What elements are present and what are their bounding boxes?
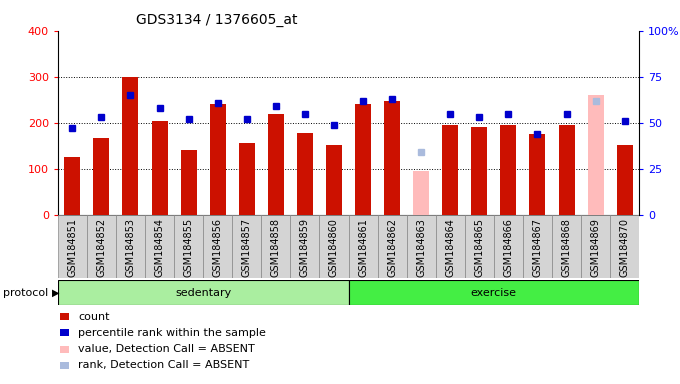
- Text: GSM184851: GSM184851: [67, 218, 78, 277]
- Bar: [65, 157, 80, 215]
- Text: GSM184860: GSM184860: [329, 218, 339, 277]
- Text: GSM184854: GSM184854: [154, 218, 165, 277]
- Bar: [355, 104, 371, 215]
- Text: GDS3134 / 1376605_at: GDS3134 / 1376605_at: [136, 13, 298, 27]
- Bar: [348, 215, 377, 278]
- Bar: [407, 215, 436, 278]
- Text: GSM184868: GSM184868: [562, 218, 571, 277]
- Text: GSM184862: GSM184862: [387, 218, 397, 277]
- Bar: [558, 125, 575, 215]
- Bar: [500, 125, 516, 215]
- Text: GSM184855: GSM184855: [184, 218, 194, 277]
- Bar: [87, 215, 116, 278]
- Bar: [413, 171, 429, 215]
- Bar: [348, 280, 639, 305]
- Text: sedentary: sedentary: [175, 288, 231, 298]
- Bar: [471, 127, 488, 215]
- Text: GSM184853: GSM184853: [126, 218, 135, 277]
- Text: GSM184856: GSM184856: [213, 218, 222, 277]
- Text: GSM184869: GSM184869: [591, 218, 600, 277]
- Bar: [152, 121, 167, 215]
- Text: GSM184858: GSM184858: [271, 218, 281, 277]
- Bar: [581, 215, 610, 278]
- Bar: [588, 95, 604, 215]
- Bar: [174, 215, 203, 278]
- Bar: [58, 280, 348, 305]
- Text: protocol: protocol: [3, 288, 49, 298]
- Bar: [239, 143, 255, 215]
- Bar: [377, 215, 407, 278]
- Bar: [442, 125, 458, 215]
- Text: GSM184863: GSM184863: [416, 218, 426, 277]
- Text: GSM184866: GSM184866: [503, 218, 513, 277]
- Bar: [494, 215, 523, 278]
- Text: GSM184857: GSM184857: [242, 218, 252, 277]
- Text: GSM184859: GSM184859: [300, 218, 310, 277]
- Text: exercise: exercise: [471, 288, 517, 298]
- Text: count: count: [78, 312, 109, 322]
- Bar: [297, 133, 313, 215]
- Bar: [203, 215, 232, 278]
- Text: GSM184867: GSM184867: [532, 218, 543, 277]
- Text: ▶: ▶: [52, 288, 59, 298]
- Bar: [523, 215, 552, 278]
- Bar: [181, 150, 197, 215]
- Text: percentile rank within the sample: percentile rank within the sample: [78, 328, 266, 338]
- Bar: [610, 215, 639, 278]
- Bar: [58, 215, 87, 278]
- Bar: [326, 145, 342, 215]
- Text: GSM184864: GSM184864: [445, 218, 455, 277]
- Bar: [209, 104, 226, 215]
- Bar: [320, 215, 348, 278]
- Text: GSM184852: GSM184852: [97, 218, 106, 277]
- Bar: [268, 114, 284, 215]
- Bar: [93, 137, 109, 215]
- Bar: [122, 77, 139, 215]
- Text: value, Detection Call = ABSENT: value, Detection Call = ABSENT: [78, 344, 255, 354]
- Bar: [290, 215, 320, 278]
- Text: GSM184865: GSM184865: [475, 218, 484, 277]
- Bar: [232, 215, 261, 278]
- Bar: [436, 215, 465, 278]
- Text: rank, Detection Call = ABSENT: rank, Detection Call = ABSENT: [78, 360, 250, 370]
- Bar: [261, 215, 290, 278]
- Bar: [552, 215, 581, 278]
- Bar: [465, 215, 494, 278]
- Text: GSM184870: GSM184870: [619, 218, 630, 277]
- Bar: [145, 215, 174, 278]
- Bar: [116, 215, 145, 278]
- Bar: [384, 101, 400, 215]
- Bar: [617, 145, 632, 215]
- Text: GSM184861: GSM184861: [358, 218, 368, 277]
- Bar: [530, 134, 545, 215]
